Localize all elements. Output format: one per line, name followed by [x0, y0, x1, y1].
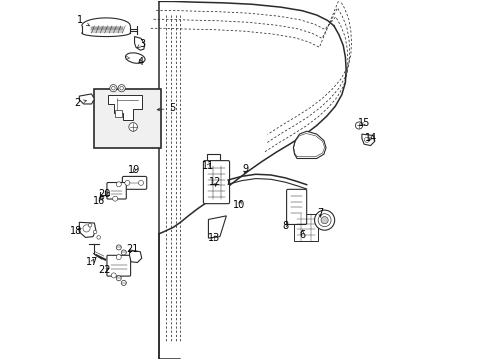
Polygon shape	[129, 250, 142, 262]
Circle shape	[111, 273, 116, 278]
Text: 14: 14	[365, 133, 377, 143]
Circle shape	[120, 86, 123, 90]
Ellipse shape	[125, 53, 145, 63]
FancyBboxPatch shape	[107, 183, 126, 199]
Polygon shape	[135, 37, 145, 50]
Polygon shape	[208, 216, 226, 238]
Text: 18: 18	[70, 226, 82, 236]
Polygon shape	[294, 131, 326, 158]
Circle shape	[112, 86, 115, 90]
Circle shape	[139, 180, 144, 185]
Circle shape	[315, 210, 335, 230]
Text: 6: 6	[299, 230, 305, 239]
Circle shape	[321, 217, 328, 224]
Text: 1: 1	[77, 15, 90, 26]
Polygon shape	[79, 94, 95, 104]
Circle shape	[83, 225, 90, 232]
Circle shape	[365, 137, 369, 142]
Circle shape	[116, 182, 122, 187]
Polygon shape	[79, 222, 96, 237]
Circle shape	[97, 235, 100, 239]
Text: 19: 19	[128, 165, 141, 175]
FancyBboxPatch shape	[287, 189, 307, 225]
Bar	[115, 111, 122, 117]
Text: 20: 20	[98, 189, 111, 199]
Text: 17: 17	[86, 257, 98, 267]
Circle shape	[118, 85, 125, 92]
Text: 12: 12	[209, 177, 222, 187]
Text: 15: 15	[358, 118, 370, 128]
Circle shape	[125, 180, 130, 185]
Circle shape	[116, 255, 122, 260]
Bar	[294, 214, 318, 241]
Circle shape	[88, 224, 92, 227]
FancyBboxPatch shape	[107, 255, 131, 276]
Text: 7: 7	[317, 208, 323, 218]
Text: 2: 2	[74, 98, 86, 108]
Circle shape	[93, 230, 97, 234]
Circle shape	[110, 85, 117, 92]
Polygon shape	[108, 95, 142, 120]
Text: 8: 8	[282, 221, 288, 231]
FancyBboxPatch shape	[203, 161, 230, 204]
Text: 4: 4	[138, 57, 144, 67]
Bar	[95, 89, 161, 148]
Text: 3: 3	[137, 39, 146, 49]
Text: 9: 9	[242, 164, 248, 174]
Bar	[207, 154, 220, 163]
Text: 16: 16	[93, 196, 105, 206]
Circle shape	[116, 276, 122, 281]
FancyBboxPatch shape	[122, 176, 147, 189]
Circle shape	[116, 245, 122, 250]
Circle shape	[122, 280, 126, 285]
Circle shape	[318, 214, 331, 226]
Text: 11: 11	[202, 161, 215, 171]
Polygon shape	[362, 134, 375, 145]
Text: 5: 5	[157, 103, 176, 113]
Circle shape	[113, 196, 118, 201]
Text: 13: 13	[208, 233, 220, 243]
Circle shape	[129, 123, 137, 131]
Circle shape	[355, 122, 363, 129]
Text: 21: 21	[126, 244, 138, 254]
Text: 10: 10	[233, 200, 245, 210]
Text: 22: 22	[98, 265, 111, 275]
Circle shape	[122, 250, 126, 255]
